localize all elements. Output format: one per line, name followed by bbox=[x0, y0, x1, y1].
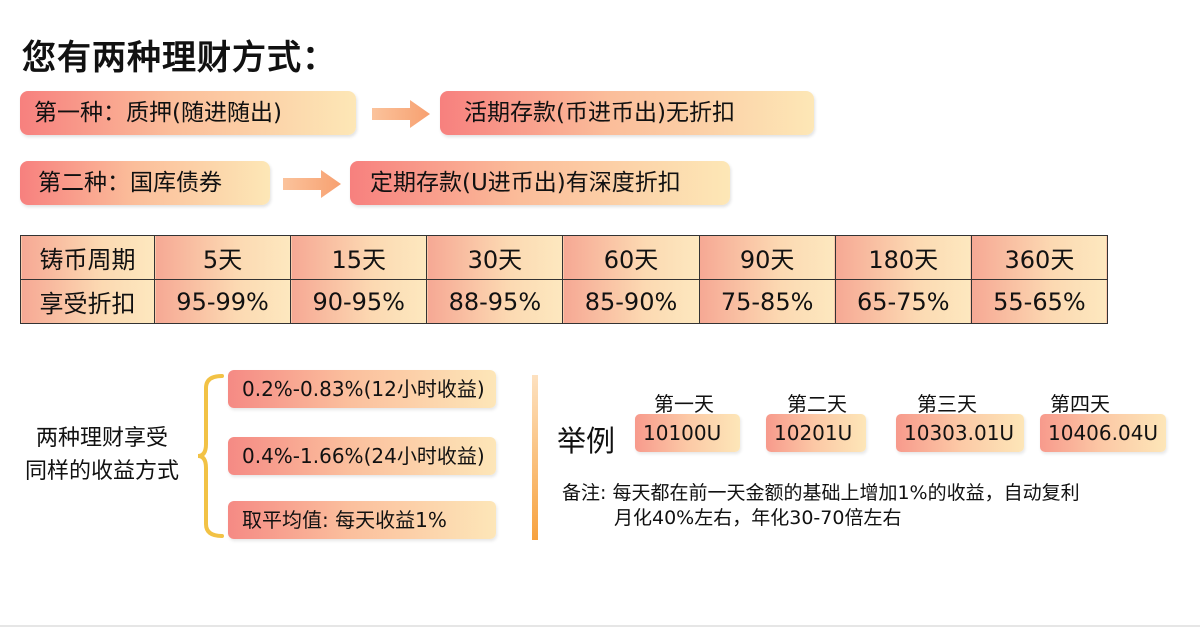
example-label: 举例 bbox=[557, 424, 616, 458]
table-cell: 30天 bbox=[426, 235, 564, 280]
table-cell: 95-99% bbox=[153, 279, 292, 324]
yield-item-text: 0.2%-0.83%(12小时收益) bbox=[242, 377, 485, 401]
table-cell: 85-90% bbox=[562, 279, 700, 324]
table-row: 享受折扣 95-99% 90-95% 88-95% 85-90% 75-85% … bbox=[20, 279, 1109, 324]
day-title: 第二天 bbox=[787, 392, 847, 416]
note-line: 月化40%左右，年化30-70倍左右 bbox=[614, 507, 902, 529]
method-1-result-text: 活期存款(币进币出)无折扣 bbox=[464, 100, 735, 126]
table-cell: 360天 bbox=[970, 235, 1109, 280]
day-title: 第三天 bbox=[917, 392, 977, 416]
method-2-label-text: 第二种：国库债券 bbox=[38, 170, 222, 196]
discount-table: 铸币周期 5天 15天 30天 60天 90天 180天 360天 享受折扣 9… bbox=[20, 235, 1109, 324]
table-cell: 75-85% bbox=[698, 279, 836, 324]
day-title: 第四天 bbox=[1050, 392, 1110, 416]
bottom-divider bbox=[0, 625, 1200, 627]
yield-label-line: 两种理财享受 bbox=[35, 426, 168, 451]
yield-item: 0.2%-0.83%(12小时收益) bbox=[228, 370, 496, 408]
method-1-label-text: 第一种：质押(随进随出) bbox=[34, 100, 282, 126]
method-2-label: 第二种：国库债券 bbox=[20, 161, 270, 205]
method-1-result: 活期存款(币进币出)无折扣 bbox=[440, 91, 814, 135]
table-cell: 60天 bbox=[562, 235, 700, 280]
bracket-icon bbox=[197, 374, 224, 538]
yield-item: 0.4%-1.66%(24小时收益) bbox=[228, 437, 496, 475]
arrow-right-icon bbox=[372, 100, 430, 128]
day-value: 10303.01U bbox=[896, 414, 1024, 452]
day-title: 第一天 bbox=[654, 392, 714, 416]
table-row-header: 享受折扣 bbox=[20, 279, 155, 324]
table-cell: 88-95% bbox=[426, 279, 564, 324]
table-cell: 55-65% bbox=[970, 279, 1109, 324]
day-value: 10406.04U bbox=[1040, 414, 1166, 452]
table-row: 铸币周期 5天 15天 30天 60天 90天 180天 360天 bbox=[20, 235, 1109, 280]
note-line: 备注: 每天都在前一天金额的基础上增加1%的收益，自动复利 bbox=[562, 482, 1080, 504]
table-cell: 65-75% bbox=[834, 279, 972, 324]
method-1-label: 第一种：质押(随进随出) bbox=[20, 91, 356, 135]
page-title: 您有两种理财方式： bbox=[22, 38, 337, 78]
method-2-result-text: 定期存款(U进币出)有深度折扣 bbox=[370, 170, 681, 196]
section-divider bbox=[532, 375, 538, 540]
method-2-result: 定期存款(U进币出)有深度折扣 bbox=[350, 161, 730, 205]
day-value: 10201U bbox=[766, 414, 866, 452]
table-cell: 5天 bbox=[153, 235, 292, 280]
example-note: 备注: 每天都在前一天金额的基础上增加1%的收益，自动复利 月化40%左右，年化… bbox=[562, 481, 1080, 531]
arrow-right-icon bbox=[283, 170, 341, 198]
yield-item-text: 取平均值: 每天收益1% bbox=[242, 508, 447, 532]
day-value: 10100U bbox=[635, 414, 740, 452]
table-cell: 180天 bbox=[834, 235, 972, 280]
yield-label-line: 同样的收益方式 bbox=[24, 459, 179, 484]
table-cell: 15天 bbox=[290, 235, 428, 280]
table-row-header: 铸币周期 bbox=[20, 235, 155, 280]
table-cell: 90天 bbox=[698, 235, 836, 280]
yield-label: 两种理财享受 同样的收益方式 bbox=[12, 422, 192, 488]
yield-item-text: 0.4%-1.66%(24小时收益) bbox=[242, 444, 485, 468]
yield-item: 取平均值: 每天收益1% bbox=[228, 501, 496, 539]
table-cell: 90-95% bbox=[290, 279, 428, 324]
